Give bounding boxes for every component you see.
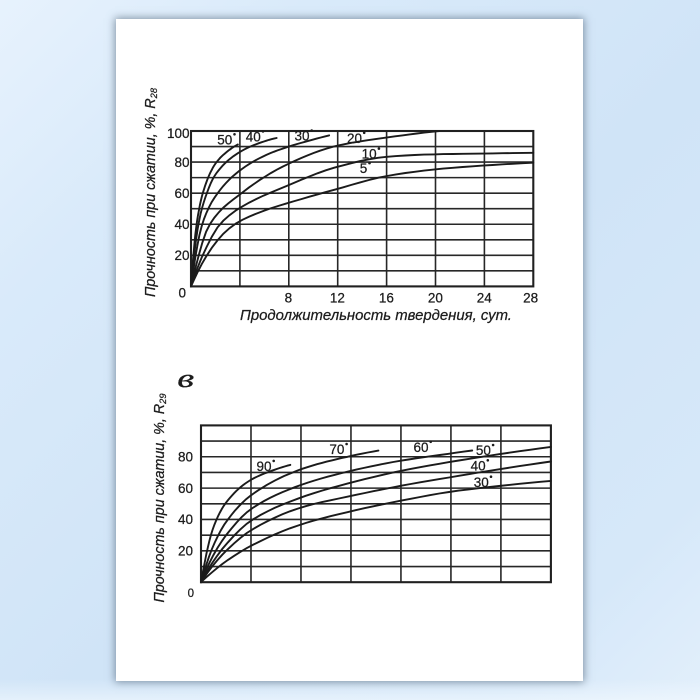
svg-text:60: 60 [178,481,193,496]
svg-text:8: 8 [285,290,293,305]
svg-text:Прочность при сжатии, %, R29: Прочность при сжатии, %, R29 [152,394,168,603]
svg-text:50: 50 [217,132,232,147]
svg-text:30: 30 [474,475,489,490]
svg-text:28: 28 [523,290,538,305]
svg-text:20: 20 [428,290,443,305]
svg-text:40: 40 [174,217,189,232]
svg-text:в: в [177,364,194,393]
svg-text:40: 40 [246,130,261,145]
svg-text:30: 30 [294,129,309,144]
svg-text:40: 40 [471,458,486,473]
svg-text:Продолжительность твердения, с: Продолжительность твердения, сут. [240,308,512,324]
svg-text:0: 0 [188,588,194,600]
svg-text:16: 16 [379,290,394,305]
svg-text:60: 60 [174,186,189,201]
svg-text:100: 100 [167,126,190,141]
svg-text:50: 50 [476,443,491,458]
svg-text:40: 40 [178,512,193,527]
svg-text:20: 20 [347,131,362,146]
svg-text:80: 80 [178,450,193,465]
svg-text:20: 20 [178,544,193,559]
svg-text:0: 0 [178,286,186,301]
svg-text:20: 20 [174,248,189,263]
svg-text:12: 12 [330,290,345,305]
svg-text:70: 70 [329,442,344,457]
svg-text:5: 5 [360,161,368,176]
svg-text:Прочность при сжатии, %, R28: Прочность при сжатии, %, R28 [143,87,159,297]
svg-text:60: 60 [413,440,428,455]
svg-text:90: 90 [256,459,271,474]
svg-text:24: 24 [477,290,493,305]
svg-text:80: 80 [174,155,189,170]
svg-text:10: 10 [362,147,377,162]
